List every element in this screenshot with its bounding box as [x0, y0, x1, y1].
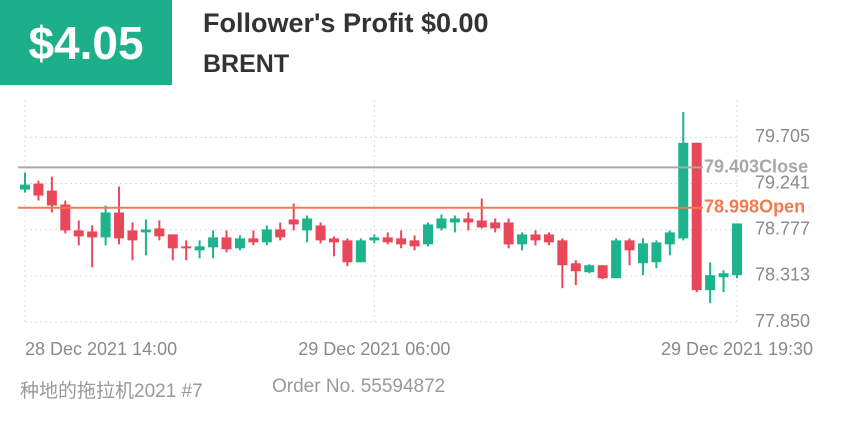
candle-body: [597, 265, 608, 279]
reference-label: 79.403Close: [704, 156, 808, 176]
candle-body: [436, 218, 447, 229]
candle-body: [154, 228, 165, 237]
y-tick-label: 79.705: [755, 126, 810, 146]
candle-body: [342, 240, 353, 263]
candle-body: [382, 237, 393, 243]
candle-body: [60, 204, 71, 231]
candle-body: [114, 212, 125, 239]
candle-body: [369, 237, 380, 241]
candle-body: [261, 229, 272, 243]
candle-body: [503, 222, 514, 245]
candle-body: [584, 265, 595, 273]
candle-body: [409, 240, 420, 247]
candle-body: [449, 218, 460, 223]
candle-body: [490, 222, 501, 229]
candle-body: [570, 263, 581, 272]
profit-amount: $4.05: [0, 0, 172, 85]
candle-body: [678, 142, 689, 239]
candle-body: [302, 218, 313, 231]
candle-body: [140, 229, 151, 233]
reference-value: 79.403: [704, 156, 759, 176]
candle-body: [624, 240, 635, 251]
candle-body: [355, 240, 366, 263]
candle-body: [221, 237, 232, 250]
x-tick-label: 28 Dec 2021 14:00: [25, 339, 177, 359]
candle-body: [33, 183, 44, 196]
user-name: 种地的拖拉机2021 #7: [20, 381, 203, 402]
candle-body: [396, 238, 407, 245]
y-tick-label: 79.241: [755, 172, 810, 192]
candle-body: [127, 230, 138, 241]
candle-body: [651, 242, 662, 263]
reference-name: Close: [759, 156, 808, 176]
candle-body: [208, 237, 219, 248]
reference-label: 78.998Open: [704, 196, 805, 216]
candle-body: [248, 238, 259, 243]
candle-body: [611, 240, 622, 279]
candle-body: [543, 234, 554, 243]
candle-body: [73, 230, 84, 237]
candle-body: [315, 225, 326, 241]
candle-body: [423, 224, 434, 245]
candle-body: [288, 219, 299, 225]
candle-body: [20, 184, 30, 190]
candle-body: [732, 223, 742, 276]
candle-body: [167, 234, 178, 249]
candle-body: [637, 243, 648, 264]
candle-body: [705, 275, 716, 291]
reference-name: Open: [759, 196, 805, 216]
candle-body: [517, 234, 528, 245]
order-number: Order No. 55594872: [272, 376, 446, 397]
candle-body: [476, 220, 487, 228]
candle-body: [194, 246, 205, 251]
x-tick-label: 29 Dec 2021 19:30: [661, 339, 813, 359]
candle-body: [718, 273, 729, 278]
candle-body: [181, 246, 192, 249]
y-tick-label: 78.777: [755, 218, 810, 238]
candle-body: [100, 212, 111, 238]
candle-body: [46, 190, 57, 206]
candle-body: [463, 218, 474, 223]
symbol: BRENT: [203, 50, 290, 78]
candle-body: [275, 229, 286, 238]
candle-body: [664, 232, 675, 245]
x-tick-label: 29 Dec 2021 06:00: [298, 339, 450, 359]
follower-profit: Follower's Profit $0.00: [203, 8, 489, 38]
candle-body: [691, 142, 702, 291]
candle-body: [328, 238, 339, 243]
candle-body: [234, 238, 245, 249]
reference-value: 78.998: [704, 196, 759, 216]
candle-body: [87, 231, 98, 238]
y-tick-label: 77.850: [755, 311, 810, 331]
candle-body: [557, 240, 568, 266]
candle-body: [530, 234, 541, 241]
y-tick-label: 78.313: [755, 265, 810, 285]
chart: 79.705 79.241 78.777 78.313 77.850 28 Dec 202…: [18, 100, 813, 359]
